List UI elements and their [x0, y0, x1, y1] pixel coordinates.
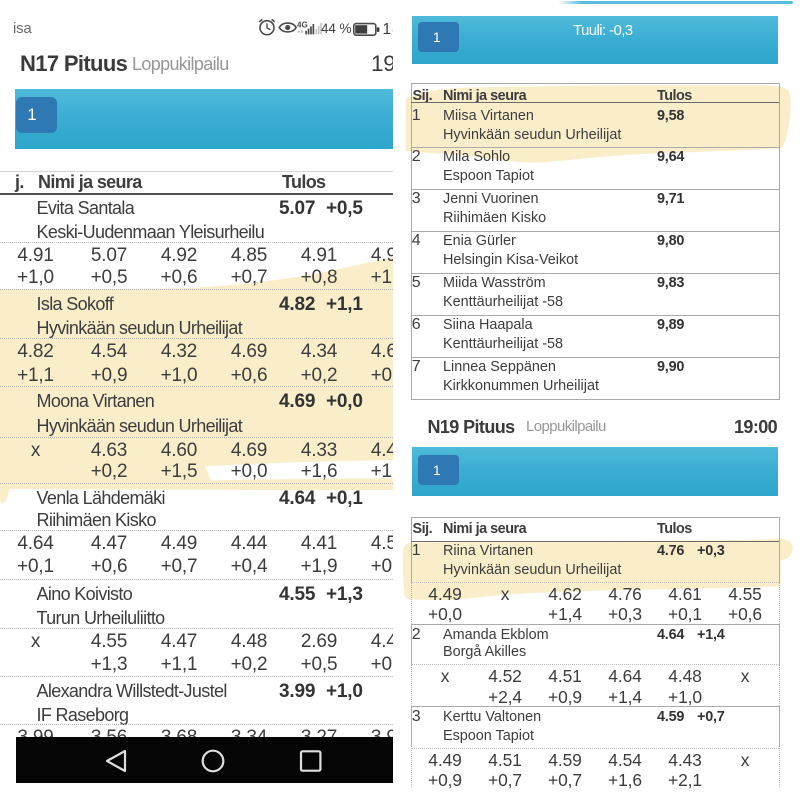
svg-text:4G: 4G	[297, 20, 308, 29]
svg-text:1: 1	[383, 21, 392, 38]
